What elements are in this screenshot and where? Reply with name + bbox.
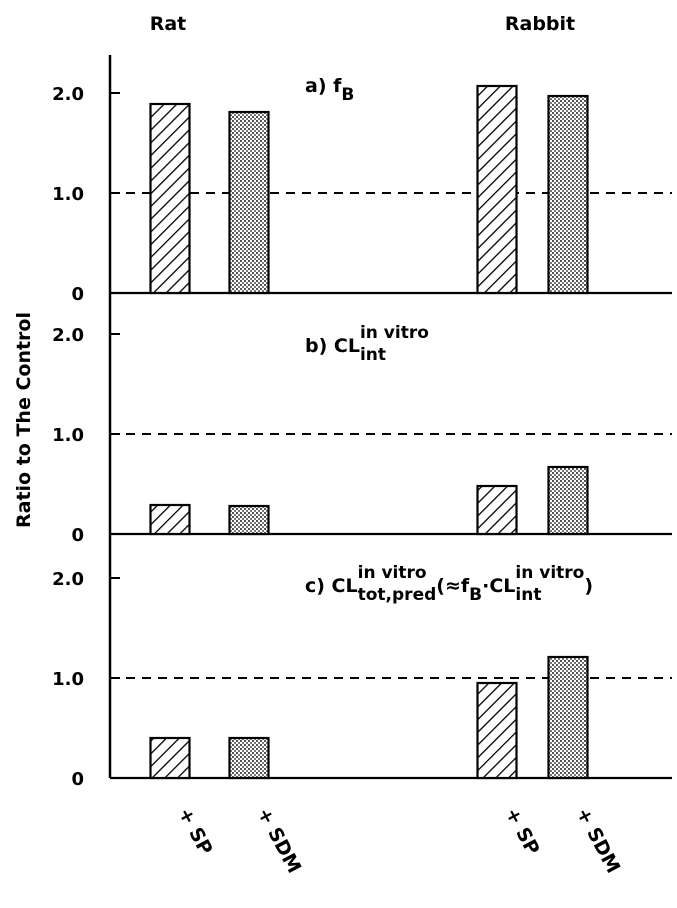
y-tick-label: 1.0 xyxy=(52,425,84,446)
x-tick-label: + SDM xyxy=(572,804,625,877)
bar xyxy=(547,465,589,536)
title-part: tot,pred xyxy=(358,585,437,605)
title-part: B xyxy=(341,85,354,105)
x-tick-label: + SP xyxy=(174,804,217,859)
bar xyxy=(228,736,270,780)
title-part: (≈f xyxy=(436,575,470,597)
x-tick-label: + SP xyxy=(501,804,544,859)
title-part: int xyxy=(360,345,386,365)
y-tick-label: 1.0 xyxy=(52,669,84,690)
title-part: ) xyxy=(584,575,593,597)
bar xyxy=(149,736,191,780)
group-label: Rabbit xyxy=(505,13,575,35)
bar xyxy=(149,503,191,536)
title-part: a) f xyxy=(305,75,342,97)
panel-title: a) fB xyxy=(305,75,354,105)
y-tick-label: 2.0 xyxy=(52,569,84,590)
y-tick-label: 2.0 xyxy=(52,84,84,105)
title-part: in vitro xyxy=(358,563,427,583)
panel-title: b) CLin vitro int xyxy=(305,323,429,365)
x-tick-label: + SDM xyxy=(253,804,306,877)
bar xyxy=(149,102,191,295)
bar xyxy=(476,681,518,780)
title-part: ·CL xyxy=(482,575,515,597)
bar xyxy=(228,504,270,536)
bar xyxy=(228,110,270,295)
y-axis-label: Ratio to The Control xyxy=(13,312,35,528)
bar xyxy=(547,655,589,780)
bar xyxy=(476,484,518,536)
title-part: b) CL xyxy=(305,335,360,357)
y-tick-label: 2.0 xyxy=(52,325,84,346)
y-tick-label: 0 xyxy=(71,769,84,790)
title-part: in vitro xyxy=(360,323,429,343)
title-part: c) CL xyxy=(305,575,358,597)
group-label: Rat xyxy=(150,13,187,35)
y-tick-label: 0 xyxy=(71,525,84,546)
bar xyxy=(476,84,518,295)
y-tick-label: 0 xyxy=(71,284,84,305)
title-part: int xyxy=(515,585,541,605)
title-part: in vitro xyxy=(515,563,584,583)
bar xyxy=(547,94,589,295)
y-tick-label: 1.0 xyxy=(52,184,84,205)
panel-title: c) CLin vitro tot,pred(≈fB·CLin vitro int) xyxy=(305,563,593,605)
title-part: B xyxy=(469,585,482,605)
